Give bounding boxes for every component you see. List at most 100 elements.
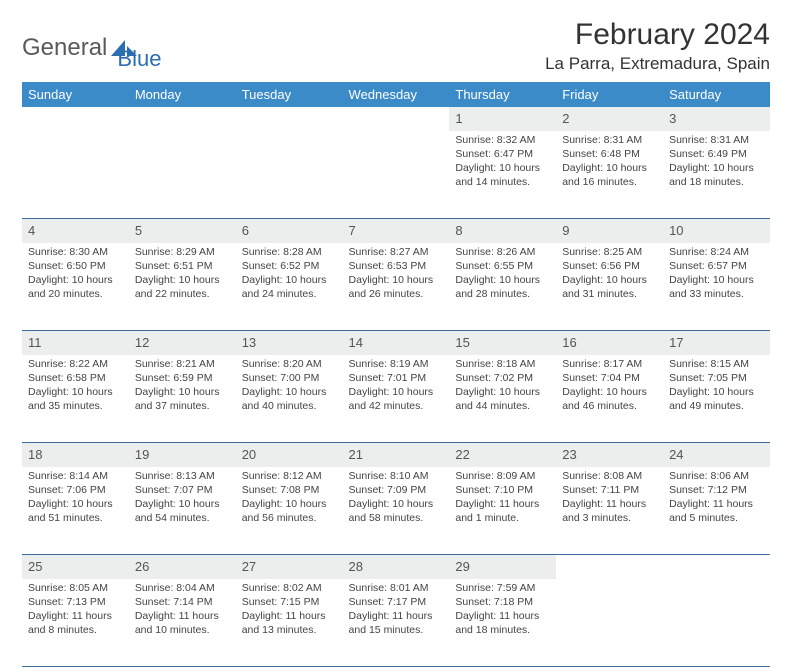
day-cell: Sunrise: 7:59 AMSunset: 7:18 PMDaylight:… xyxy=(449,579,556,667)
day1-text: Daylight: 10 hours xyxy=(455,385,550,399)
day-number-cell: 17 xyxy=(663,331,770,355)
sunset-text: Sunset: 7:12 PM xyxy=(669,483,764,497)
day-number-row: 11121314151617 xyxy=(22,331,770,355)
day1-text: Daylight: 10 hours xyxy=(455,273,550,287)
day2-text: and 22 minutes. xyxy=(135,287,230,301)
sunset-text: Sunset: 7:06 PM xyxy=(28,483,123,497)
day-number-cell: 24 xyxy=(663,443,770,467)
day2-text: and 15 minutes. xyxy=(349,623,444,637)
weekday-header: Wednesday xyxy=(343,82,450,107)
day2-text: and 49 minutes. xyxy=(669,399,764,413)
day-cell: Sunrise: 8:15 AMSunset: 7:05 PMDaylight:… xyxy=(663,355,770,443)
day-number-cell: 22 xyxy=(449,443,556,467)
day-number-cell: 15 xyxy=(449,331,556,355)
day-cell: Sunrise: 8:24 AMSunset: 6:57 PMDaylight:… xyxy=(663,243,770,331)
day2-text: and 26 minutes. xyxy=(349,287,444,301)
sunset-text: Sunset: 7:10 PM xyxy=(455,483,550,497)
day-cell xyxy=(129,131,236,219)
day-number-cell: 4 xyxy=(22,219,129,243)
day-number-row: 2526272829 xyxy=(22,555,770,579)
day-number-cell: 18 xyxy=(22,443,129,467)
day-number-cell xyxy=(343,107,450,131)
title-block: February 2024 La Parra, Extremadura, Spa… xyxy=(545,18,770,74)
day-cell: Sunrise: 8:12 AMSunset: 7:08 PMDaylight:… xyxy=(236,467,343,555)
sunset-text: Sunset: 7:05 PM xyxy=(669,371,764,385)
day2-text: and 37 minutes. xyxy=(135,399,230,413)
sunset-text: Sunset: 6:53 PM xyxy=(349,259,444,273)
day1-text: Daylight: 10 hours xyxy=(669,385,764,399)
day-cell: Sunrise: 8:25 AMSunset: 6:56 PMDaylight:… xyxy=(556,243,663,331)
day-cell: Sunrise: 8:32 AMSunset: 6:47 PMDaylight:… xyxy=(449,131,556,219)
day-cell xyxy=(22,131,129,219)
day-cell: Sunrise: 8:13 AMSunset: 7:07 PMDaylight:… xyxy=(129,467,236,555)
day-number-cell: 16 xyxy=(556,331,663,355)
day-cell: Sunrise: 8:10 AMSunset: 7:09 PMDaylight:… xyxy=(343,467,450,555)
day-cell: Sunrise: 8:21 AMSunset: 6:59 PMDaylight:… xyxy=(129,355,236,443)
day-number-cell: 25 xyxy=(22,555,129,579)
sunrise-text: Sunrise: 8:26 AM xyxy=(455,245,550,259)
sunrise-text: Sunrise: 8:08 AM xyxy=(562,469,657,483)
sunset-text: Sunset: 6:59 PM xyxy=(135,371,230,385)
day-number-cell xyxy=(556,555,663,579)
sunrise-text: Sunrise: 8:21 AM xyxy=(135,357,230,371)
calendar-table: Sunday Monday Tuesday Wednesday Thursday… xyxy=(22,82,770,667)
day2-text: and 28 minutes. xyxy=(455,287,550,301)
day-content-row: Sunrise: 8:14 AMSunset: 7:06 PM Daylight:… xyxy=(22,467,770,555)
sunrise-text: Sunrise: 8:06 AM xyxy=(669,469,764,483)
header: General Blue February 2024 La Parra, Ext… xyxy=(22,18,770,74)
day2-text: and 58 minutes. xyxy=(349,511,444,525)
sunrise-text: Sunrise: 8:14 AM xyxy=(28,469,123,483)
day-cell: Sunrise: 8:04 AMSunset: 7:14 PMDaylight:… xyxy=(129,579,236,667)
day-number-cell: 23 xyxy=(556,443,663,467)
weekday-header: Thursday xyxy=(449,82,556,107)
weekday-header: Tuesday xyxy=(236,82,343,107)
day1-text: Daylight: 10 hours xyxy=(669,161,764,175)
day2-text: and 8 minutes. xyxy=(28,623,123,637)
day1-text: Daylight: 10 hours xyxy=(135,385,230,399)
day-number-cell xyxy=(236,107,343,131)
day-cell: Sunrise: 8:14 AMSunset: 7:06 PMDaylight:… xyxy=(22,467,129,555)
day-content-row: Sunrise: 8:30 AMSunset: 6:50 PMDaylight:… xyxy=(22,243,770,331)
day1-text: Daylight: 11 hours xyxy=(349,609,444,623)
day-cell: Sunrise: 8:09 AMSunset: 7:10 PMDaylight:… xyxy=(449,467,556,555)
day-cell xyxy=(343,131,450,219)
day-cell: Sunrise: 8:22 AMSunset: 6:58 PMDaylight:… xyxy=(22,355,129,443)
sunrise-text: Sunrise: 8:10 AM xyxy=(349,469,444,483)
day1-text: Daylight: 10 hours xyxy=(349,497,444,511)
sunrise-text: Sunrise: 8:28 AM xyxy=(242,245,337,259)
day1-text: Daylight: 10 hours xyxy=(455,161,550,175)
sunset-text: Sunset: 7:11 PM xyxy=(562,483,657,497)
sunset-text: Sunset: 6:58 PM xyxy=(28,371,123,385)
sunrise-text: Sunrise: 8:29 AM xyxy=(135,245,230,259)
day-cell: Sunrise: 8:08 AMSunset: 7:11 PMDaylight:… xyxy=(556,467,663,555)
day-cell: Sunrise: 8:01 AMSunset: 7:17 PMDaylight:… xyxy=(343,579,450,667)
sunset-text: Sunset: 7:00 PM xyxy=(242,371,337,385)
sunset-text: Sunset: 6:57 PM xyxy=(669,259,764,273)
sunrise-text: Sunrise: 8:04 AM xyxy=(135,581,230,595)
day-number-cell: 26 xyxy=(129,555,236,579)
day-cell: Sunrise: 8:05 AMSunset: 7:13 PMDaylight:… xyxy=(22,579,129,667)
day1-text: Daylight: 11 hours xyxy=(455,497,550,511)
day-number-cell: 11 xyxy=(22,331,129,355)
day-cell: Sunrise: 8:18 AMSunset: 7:02 PMDaylight:… xyxy=(449,355,556,443)
day1-text: Daylight: 11 hours xyxy=(455,609,550,623)
day1-text: Daylight: 10 hours xyxy=(135,273,230,287)
day-number-cell: 1 xyxy=(449,107,556,131)
weekday-header: Monday xyxy=(129,82,236,107)
day-content-row: Sunrise: 8:22 AMSunset: 6:58 PMDaylight:… xyxy=(22,355,770,443)
day-cell: Sunrise: 8:29 AMSunset: 6:51 PMDaylight:… xyxy=(129,243,236,331)
sunrise-text: Sunrise: 8:24 AM xyxy=(669,245,764,259)
day-cell: Sunrise: 8:06 AMSunset: 7:12 PMDaylight:… xyxy=(663,467,770,555)
day2-text: and 35 minutes. xyxy=(28,399,123,413)
sunrise-text: Sunrise: 8:20 AM xyxy=(242,357,337,371)
day1-text: Daylight: 10 hours xyxy=(242,497,337,511)
day-cell: Sunrise: 8:19 AMSunset: 7:01 PMDaylight:… xyxy=(343,355,450,443)
sunset-text: Sunset: 7:02 PM xyxy=(455,371,550,385)
day1-text: Daylight: 10 hours xyxy=(28,385,123,399)
day-number-cell: 10 xyxy=(663,219,770,243)
day-number-cell: 9 xyxy=(556,219,663,243)
day-number-row: 18192021222324 xyxy=(22,443,770,467)
weekday-header: Sunday xyxy=(22,82,129,107)
sunrise-text: Sunrise: 8:09 AM xyxy=(455,469,550,483)
weekday-header: Friday xyxy=(556,82,663,107)
